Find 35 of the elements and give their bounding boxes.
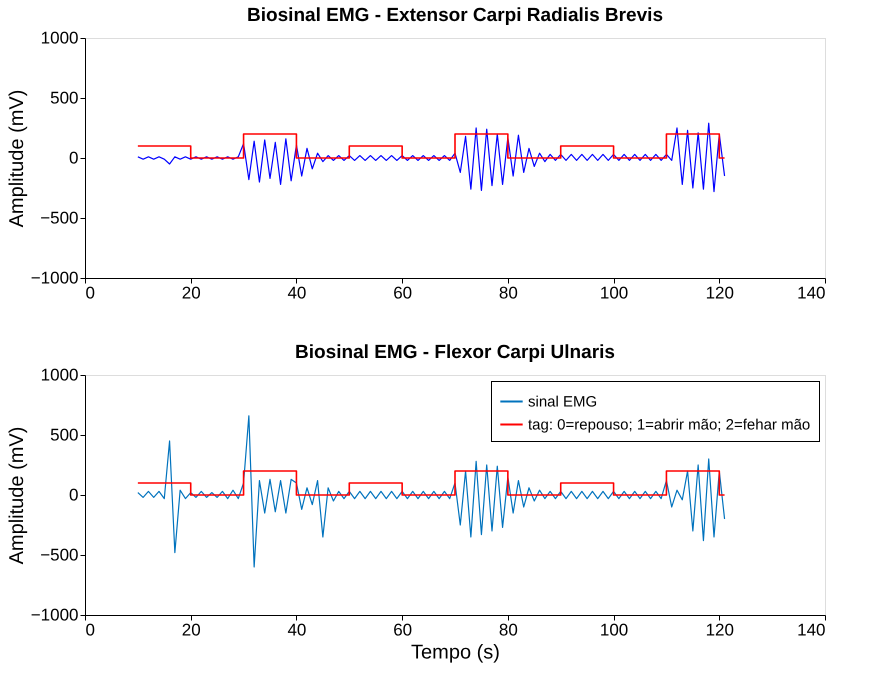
chart-title: Biosinal EMG - Extensor Carpi Radialis Brevis xyxy=(246,5,664,26)
x-axis-title: Tempo (s) xyxy=(411,642,500,664)
line-series xyxy=(137,415,726,568)
chart-title: Biosinal EMG - Flexor Carpi Ulnaris xyxy=(295,342,615,363)
y-tick-label: 1000 xyxy=(40,28,78,48)
x-tick-label: 120 xyxy=(706,284,734,302)
x-tick-label: 20 xyxy=(182,284,201,302)
x-tick-label: 20 xyxy=(182,620,201,640)
legend-label: tag: 0=repouso; 1=abrir mão; 2=fehar mão xyxy=(528,416,810,434)
x-tick-label: 40 xyxy=(287,620,306,640)
y-tick-label: 500 xyxy=(50,88,78,108)
y-tick-label: 0 xyxy=(69,486,78,504)
y-tick-label: −1000 xyxy=(30,606,78,624)
line-series xyxy=(137,122,726,192)
x-tick-label: 140 xyxy=(797,284,826,302)
y-tick-label: −1000 xyxy=(30,268,78,288)
x-tick-label: 60 xyxy=(393,284,412,302)
legend-label: sinal EMG xyxy=(528,394,598,410)
y-tick-label: 500 xyxy=(50,426,78,444)
x-tick-label: 100 xyxy=(600,284,628,302)
x-tick-label: 100 xyxy=(600,620,628,640)
x-tick-label: 60 xyxy=(393,620,412,640)
y-tick-label: −500 xyxy=(40,208,78,228)
x-tick-label: 120 xyxy=(706,620,734,640)
y-axis-title: Amplitude (mV) xyxy=(6,90,28,228)
x-tick-label: 0 xyxy=(86,284,95,302)
y-tick-label: −500 xyxy=(40,546,78,564)
x-tick-label: 80 xyxy=(498,620,518,640)
x-tick-label: 80 xyxy=(498,284,518,302)
y-tick-label: 0 xyxy=(69,148,78,168)
y-axis-title: Amplitude (mV) xyxy=(6,426,28,564)
x-tick-label: 40 xyxy=(287,284,306,302)
x-tick-label: 0 xyxy=(86,620,95,640)
y-tick-label: 1000 xyxy=(40,366,78,384)
x-tick-label: 140 xyxy=(797,620,826,640)
